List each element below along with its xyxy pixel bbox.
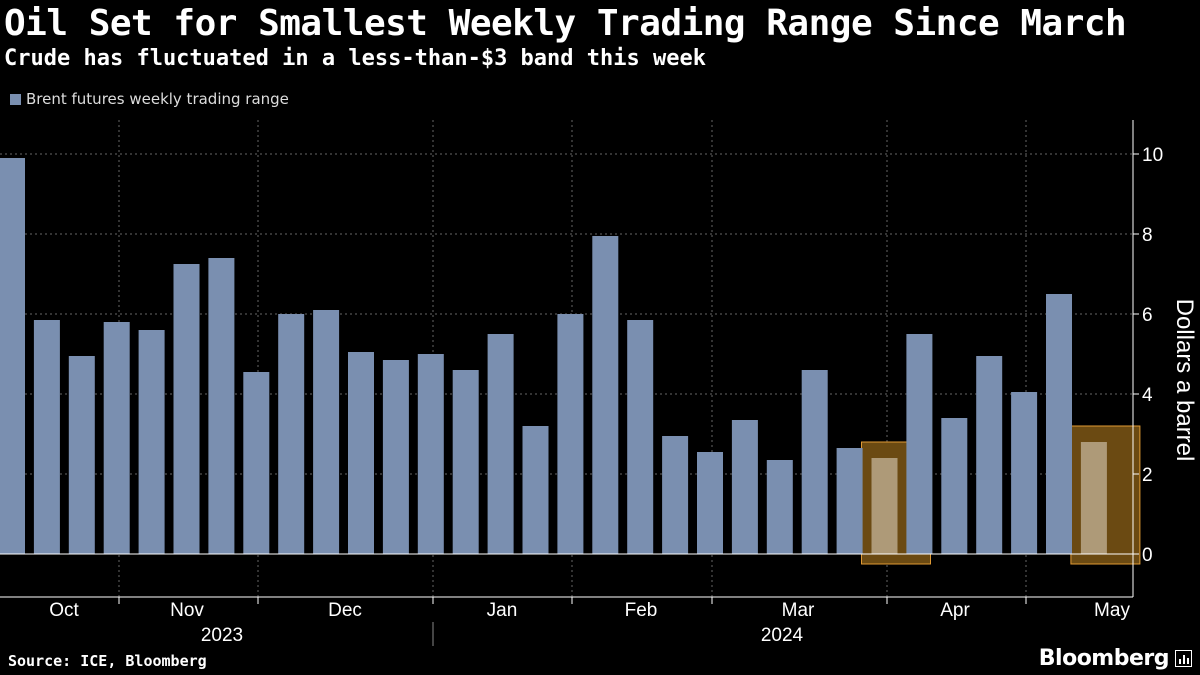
bar [487,334,514,554]
chart-legend: Brent futures weekly trading range [10,90,289,108]
x-month-label: Apr [940,600,970,621]
bar [662,436,689,554]
bloomberg-logo: Bloomberg [1039,646,1192,671]
bar [103,322,130,554]
x-month-label: Dec [328,600,362,621]
bar [906,334,933,554]
bar [1080,442,1107,554]
bar [1046,294,1072,554]
bar [417,354,444,554]
bar [941,418,968,554]
y-tick-label: 2 [1142,465,1153,486]
bar [836,448,863,554]
bar [348,352,374,554]
bar [1011,392,1038,554]
bar [243,372,270,554]
bar [522,426,549,554]
bar [557,314,584,554]
x-year-label: 2024 [761,625,804,646]
bar [0,158,25,554]
chart-subtitle: Crude has fluctuated in a less-than-$3 b… [4,46,706,71]
bar [138,330,165,554]
x-month-label: Mar [782,600,815,621]
bar [976,356,1003,554]
legend-label: Brent futures weekly trading range [26,90,289,108]
x-month-label: Feb [625,600,658,621]
bar [68,356,95,554]
x-month-label: Nov [170,600,204,621]
bar [627,320,654,554]
bar [278,314,305,554]
bar [208,258,235,554]
bar [33,320,60,554]
y-axis-label: Dollars a barrel [1171,299,1198,462]
bloomberg-terminal-icon [1175,650,1192,667]
legend-swatch [10,93,21,105]
bar [452,370,479,554]
y-tick-label: 0 [1142,545,1153,566]
bar [173,264,200,554]
bar [592,236,619,554]
bar [697,452,723,554]
brand-name: Bloomberg [1038,646,1170,671]
bar [731,420,758,554]
x-month-label: Jan [487,600,518,621]
x-year-label: 2023 [201,625,243,646]
y-tick-label: 8 [1142,225,1153,246]
bar [313,310,340,554]
bar [801,370,828,554]
x-month-label: Oct [49,600,79,621]
source-note: Source: ICE, Bloomberg [8,652,207,670]
bar [382,360,409,554]
y-tick-label: 4 [1142,385,1153,406]
chart-title: Oil Set for Smallest Weekly Trading Rang… [4,3,1127,44]
y-tick-label: 10 [1142,145,1163,166]
y-tick-label: 6 [1142,305,1153,326]
x-month-label: May [1094,600,1130,621]
bar [766,460,793,554]
bar [871,458,898,554]
